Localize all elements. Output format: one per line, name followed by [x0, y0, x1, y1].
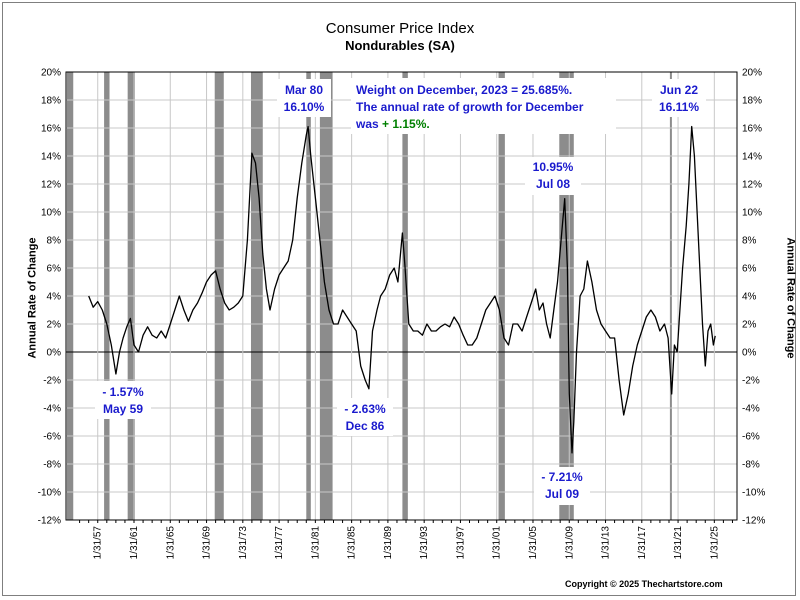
y-tick-label-right: 12% [742, 180, 762, 191]
annotation-low-1959-date: May 59 [103, 402, 143, 416]
y-tick-label-right: -8% [742, 460, 760, 471]
y-tick-label-left: 10% [41, 208, 61, 219]
annotation-bg-low-1986 [337, 398, 393, 436]
y-tick-label-left: 6% [47, 264, 62, 275]
annotations: - 1.57% May 59 Mar 80 16.10% - 2.63% Dec… [95, 78, 706, 505]
y-tick-label-right: 10% [742, 208, 762, 219]
y-tick-label-right: 18% [742, 96, 762, 107]
chart-title: Consumer Price Index [325, 20, 475, 37]
y-tick-label-right: -2% [742, 376, 760, 387]
annotation-note-line2: The annual rate of growth for December [356, 100, 584, 114]
annotation-note-line3-value: + 1.15%. [382, 117, 430, 131]
annotation-note-line3: was + 1.15%. [355, 117, 430, 131]
annotation-high-2022-value: 16.11% [659, 100, 699, 114]
annotation-low-1959-value: - 1.57% [102, 385, 144, 399]
y-tick-label-left: 0% [47, 348, 62, 359]
y-tick-label-left: 12% [41, 180, 61, 191]
x-tick-label: 1/31/73 [238, 526, 249, 560]
annotation-bg-low-1959 [95, 381, 151, 419]
x-tick-label: 1/31/17 [637, 526, 648, 560]
y-tick-label-right: 6% [742, 264, 757, 275]
y-tick-label-right: 14% [742, 152, 762, 163]
annotation-high-2022-date: Jun 22 [660, 83, 698, 97]
y-tick-label-left: -8% [43, 460, 61, 471]
x-tick-label: 1/31/77 [274, 526, 285, 560]
y-tick-label-left: -12% [38, 516, 61, 527]
y-tick-label-right: 2% [742, 320, 757, 331]
annotation-bg-high-2022 [652, 79, 706, 117]
y-tick-label-left: -10% [38, 488, 61, 499]
x-tick-label: 1/31/21 [673, 526, 684, 560]
series-lines [88, 125, 716, 454]
x-tick-label: 1/31/89 [383, 526, 394, 560]
annotation-high-1980-date: Mar 80 [285, 83, 323, 97]
y-tick-label-left: 14% [41, 152, 61, 163]
annotation-bg-low-2009 [534, 467, 590, 505]
y-tick-label-left: -6% [43, 432, 61, 443]
annotation-low-2009-value: - 7.21% [541, 470, 583, 484]
y-tick-label-right: 16% [742, 124, 762, 135]
annotation-low-1986-value: - 2.63% [344, 402, 386, 416]
x-tick-label: 1/31/25 [709, 526, 720, 560]
y-tick-label-right: -12% [742, 516, 765, 527]
x-tick-label: 1/31/13 [601, 526, 612, 560]
x-tick-label: 1/31/81 [310, 526, 321, 560]
annotation-bg-high-2008 [525, 157, 581, 195]
cpi-nondurables-line [88, 125, 716, 454]
y-tick-label-left: -4% [43, 404, 61, 415]
x-tick-label: 1/31/57 [93, 526, 104, 560]
annotation-note-bg [351, 78, 616, 134]
annotation-high-1980-value: 16.10% [284, 100, 325, 114]
chart-subtitle: Nondurables (SA) [345, 38, 455, 53]
x-tick-labels: 1/31/57 1/31/61 1/31/65 1/31/69 1/31/73 1/31/… [93, 526, 721, 560]
annotation-low-2009-date: Jul 09 [545, 487, 579, 501]
y-tick-label-right: -6% [742, 432, 760, 443]
grid-lines [66, 71, 737, 523]
x-tick-label: 1/31/69 [202, 526, 213, 560]
annotation-low-1986-date: Dec 86 [346, 419, 385, 433]
annotation-high-2008-value: 10.95% [533, 160, 574, 174]
copyright-text: Copyright © 2025 Thechartstore.com [565, 579, 723, 589]
y-tick-label-left: 16% [41, 124, 61, 135]
x-tick-label: 1/31/09 [564, 526, 575, 560]
plot-border [65, 71, 738, 521]
x-tick-label: 1/31/97 [455, 526, 466, 560]
y-tick-label-left: 8% [47, 236, 62, 247]
x-tick-label: 1/31/05 [528, 526, 539, 560]
x-tick-label: 1/31/85 [347, 526, 358, 560]
y-tick-label-left: 18% [41, 96, 61, 107]
y-tick-label-right: -4% [742, 404, 760, 415]
y-tick-label-left: 2% [47, 320, 62, 331]
y-tick-label-right: 0% [742, 348, 757, 359]
y-tick-label-right: 20% [742, 68, 762, 79]
y-tick-label-left: 4% [47, 292, 62, 303]
x-tick-label: 1/31/65 [165, 526, 176, 560]
y-tick-label-left: -2% [43, 376, 61, 387]
annotation-note-line1: Weight on December, 2023 = 25.685%. [356, 83, 572, 97]
x-tick-label: 1/31/93 [419, 526, 430, 560]
y-tick-labels: -12% -12% -10% -10% -8% -8% -6% -6% -4% -4% -2% -2%… [38, 68, 766, 527]
x-tick-label: 1/31/61 [129, 526, 140, 560]
y-tick-label-right: 4% [742, 292, 757, 303]
annotation-bg-high-1980 [277, 79, 331, 117]
annotation-note-line3-prefix: was [355, 117, 382, 131]
annotation-high-2008-date: Jul 08 [536, 177, 570, 191]
y-tick-label-left: 20% [41, 68, 61, 79]
y-tick-label-right: 8% [742, 236, 757, 247]
y-tick-label-right: -10% [742, 488, 765, 499]
x-tick-label: 1/31/01 [492, 526, 503, 560]
